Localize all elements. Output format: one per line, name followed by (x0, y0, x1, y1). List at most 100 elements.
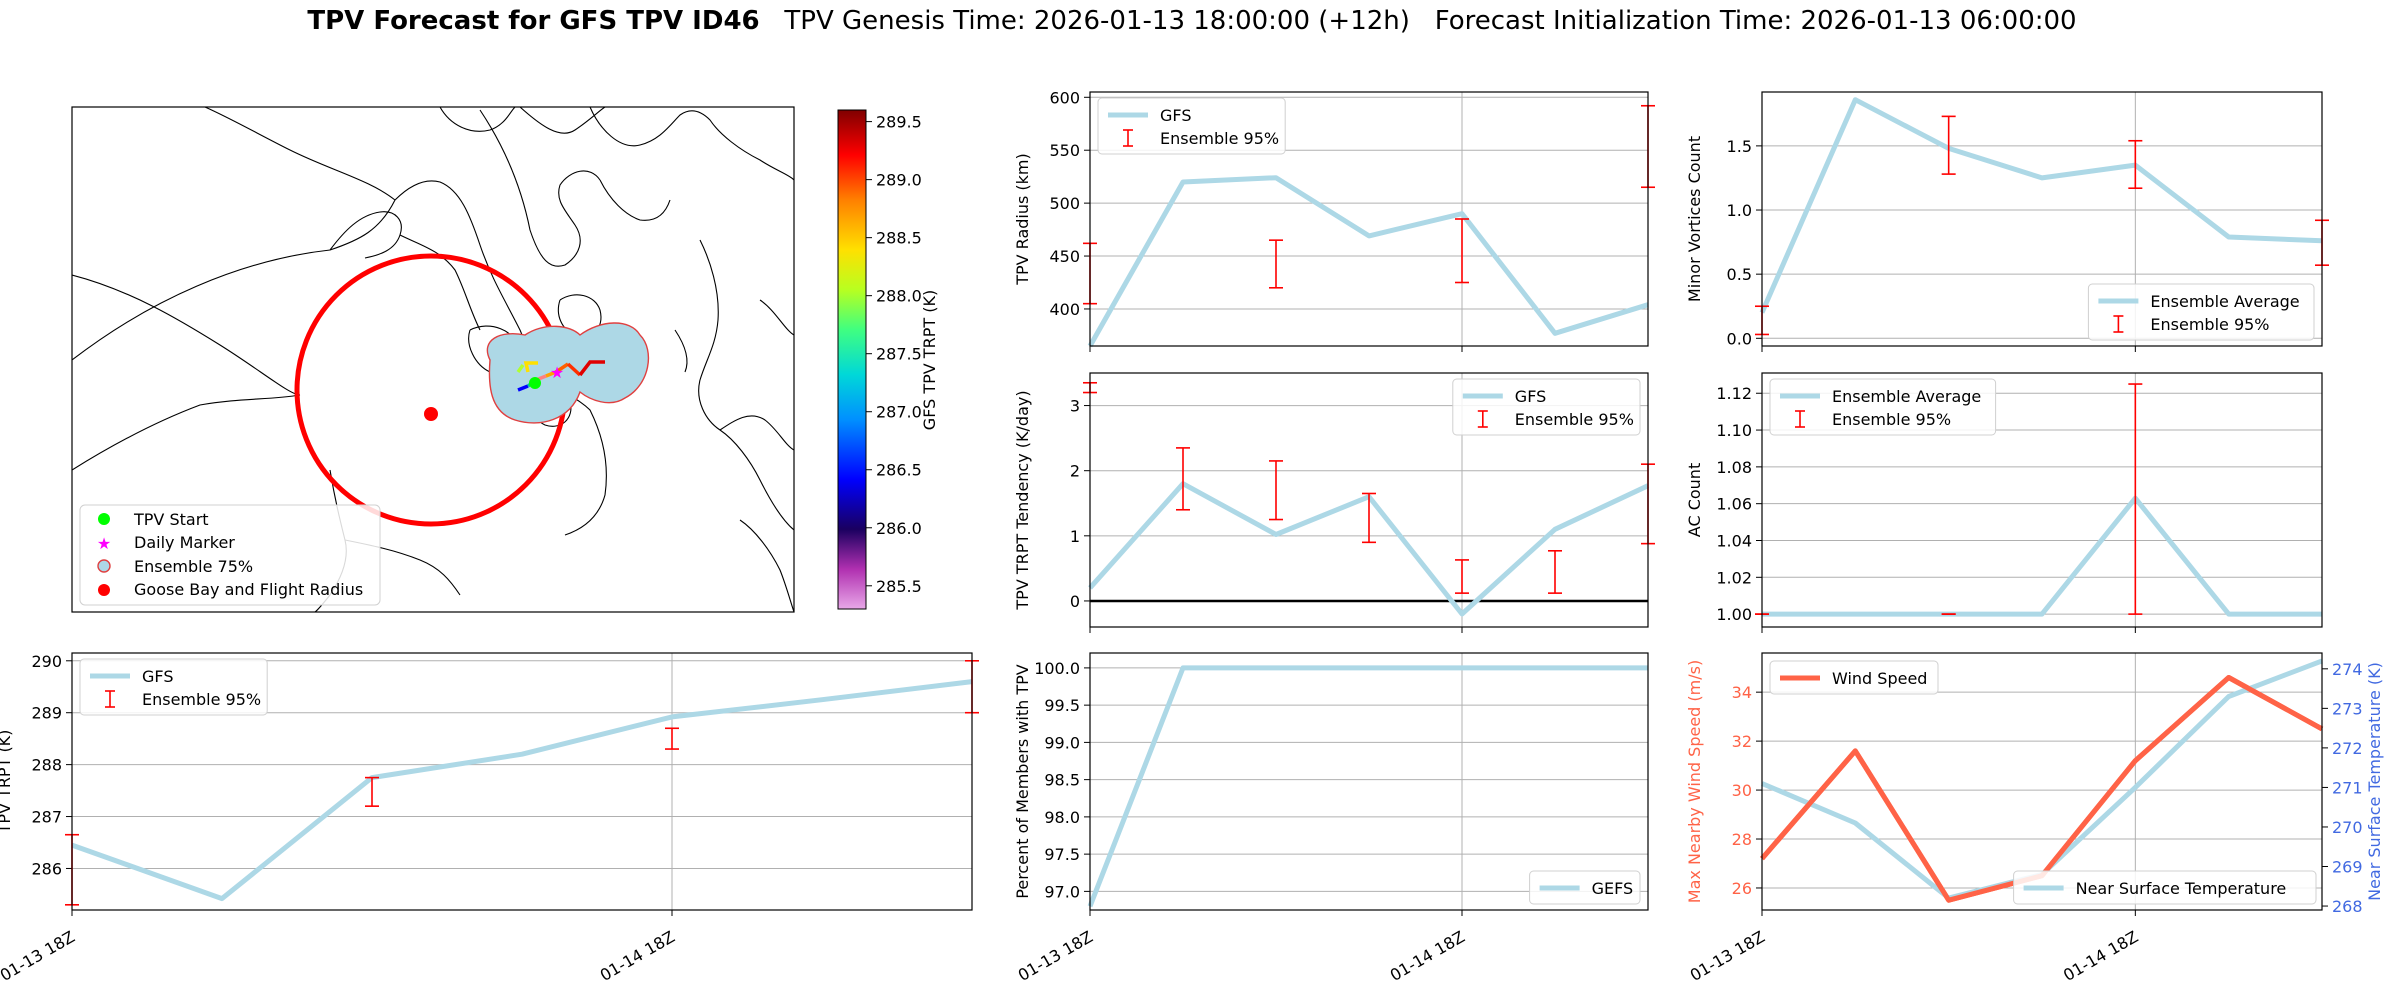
axes-frame (1761, 91, 2323, 347)
errorbar (2128, 383, 2143, 615)
ytick-label: 1.00 (1716, 605, 1752, 624)
ytick-right-label: 271 (2332, 778, 2363, 797)
series-line-wind-speed (1760, 675, 2324, 903)
map-legend-item: Daily Marker (134, 533, 235, 552)
ylabel: Minor Vortices Count (1685, 136, 1704, 302)
ytick-label: 1.0 (1727, 201, 1752, 220)
ytick-label: 600 (1049, 88, 1080, 107)
ytick-right-label: 272 (2332, 739, 2363, 758)
ytick-right-label: 268 (2332, 897, 2363, 916)
ytick-label: 34 (1732, 683, 1752, 702)
chart-legend: GEFS (1529, 870, 1641, 905)
daily-marker: ★ (550, 363, 564, 382)
chart-minor: 0.0 0.5 1.0 1.5 Minor Vortices Count Ensemble… (1685, 91, 2329, 352)
ytick-label: 1.5 (1727, 137, 1752, 156)
ytick-right-label: 269 (2332, 858, 2363, 877)
chart-wind: 26 28 30 32 34 01-13 18Z 01-14 18Z Max Nearby W… (1685, 652, 2384, 982)
legend-ensemble-icon (97, 559, 111, 573)
legend-label: Ensemble 95% (2150, 315, 2269, 334)
axes-frame (71, 652, 973, 911)
colorbar-tick-label: 289.5 (876, 113, 922, 132)
legend-label: Ensemble Average (2150, 292, 2299, 311)
series-line-ensemble-average (1762, 495, 2322, 617)
ytick-label: 28 (1732, 830, 1752, 849)
legend-start-icon (98, 513, 110, 525)
ytick-label: 1.08 (1716, 458, 1752, 477)
tpv-track (516, 360, 605, 392)
ytick-label: 287 (31, 808, 62, 827)
ytick-label: 286 (31, 859, 62, 878)
xtick-label: 01-14 18Z (1387, 927, 1468, 982)
ylabel-right: Near Surface Temperature (K) (2365, 662, 2384, 901)
ytick-label: 98.0 (1044, 808, 1080, 827)
series-line-near-surface-temperature (1761, 658, 2323, 901)
ytick-label: 1.02 (1716, 568, 1752, 587)
ytick-label: 2 (1070, 462, 1080, 481)
errorbar (1269, 460, 1283, 521)
legend-label: GFS (1160, 106, 1191, 125)
legend-errorbar-icon (1795, 410, 1805, 428)
legend-box (2013, 870, 2317, 905)
chart-legend: GFS Ensemble 95% (1097, 97, 1286, 155)
ytick-label: 0 (1070, 592, 1080, 611)
axes-frame (1761, 372, 2323, 628)
ytick-label: 450 (1049, 247, 1080, 266)
colorbar-tick-label: 289.0 (876, 171, 922, 190)
chart-legend: Wind Speed (1769, 660, 1939, 695)
ylabel: Max Nearby Wind Speed (m/s) (1685, 660, 1704, 903)
ytick-label: 26 (1732, 879, 1752, 898)
legend-box (1769, 660, 1939, 695)
colorbar-gradient (837, 109, 867, 610)
colorbar-tick-label: 288.5 (876, 229, 922, 248)
legend-label: Ensemble Average (1832, 387, 1981, 406)
ytick-label: 289 (31, 704, 62, 723)
legend-label: Ensemble 95% (1160, 129, 1279, 148)
ytick-label: 0.5 (1727, 265, 1752, 284)
ytick-label: 3 (1070, 397, 1080, 416)
ytick-label: 1.10 (1716, 421, 1752, 440)
ytick-right-label: 270 (2332, 818, 2363, 837)
ytick-label: 1.06 (1716, 495, 1752, 514)
ytick-label: 98.5 (1044, 771, 1080, 790)
colorbar-tick-label: 287.0 (876, 403, 922, 422)
ytick-label: 97.5 (1044, 845, 1080, 864)
ytick-label: 32 (1732, 732, 1752, 751)
ytick-label: 97.0 (1044, 882, 1080, 901)
ytick-right-label: 274 (2332, 660, 2363, 679)
xtick-label: 01-13 18Z (0, 927, 78, 982)
map-legend-item: Ensemble 75% (134, 557, 253, 576)
chart-trpt: 286 287 288 289 290 01-13 18Z 01-14 18Z TPV TRP… (0, 652, 979, 982)
figure-title: TPV Forecast for GFS TPV ID46 TPV Genesi… (0, 6, 2384, 36)
tpv-start-marker (529, 377, 541, 389)
ytick-label: 1.12 (1716, 384, 1752, 403)
legend-box (79, 658, 268, 716)
xtick-label: 01-13 18Z (1015, 927, 1096, 982)
ytick-label: 0.0 (1727, 329, 1752, 348)
chart-legend: Ensemble Average Ensemble 95% (1769, 378, 1997, 436)
legend-goosebay-icon (98, 584, 110, 596)
series-line-ensemble-average (1759, 97, 2323, 314)
ytick-label: 1 (1070, 527, 1080, 546)
colorbar-tick-label: 287.5 (876, 345, 922, 364)
legend-label: GFS (142, 667, 173, 686)
legend-label: Near Surface Temperature (2076, 879, 2287, 898)
ytick-label: 1.04 (1716, 531, 1752, 550)
ensemble-75-area (486, 322, 650, 424)
axes-frame (1761, 652, 2323, 911)
chart-members: 97.0 97.5 98.0 98.5 99.0 99.5 100.0 01-13 18Z 01… (1013, 652, 1649, 982)
legend-label: Wind Speed (1832, 669, 1927, 688)
legend-star-icon: ★ (97, 534, 111, 553)
legend-box (1097, 97, 1286, 155)
xtick-label: 01-14 18Z (597, 927, 678, 982)
ytick-label: 100.0 (1034, 659, 1080, 678)
legend-errorbar-icon (1477, 410, 1488, 428)
colorbar-label: GFS TPV TRPT (K) (920, 290, 939, 430)
chart-legend: GFS Ensemble 95% (79, 658, 268, 716)
axes-frame (1089, 91, 1649, 347)
chart-legend: Near Surface Temperature (2013, 870, 2317, 905)
ylabel: TPV Radius (km) (1013, 153, 1032, 286)
ytick-label: 290 (31, 652, 62, 671)
ytick-label: 400 (1049, 300, 1080, 319)
legend-errorbar-icon (105, 690, 115, 708)
